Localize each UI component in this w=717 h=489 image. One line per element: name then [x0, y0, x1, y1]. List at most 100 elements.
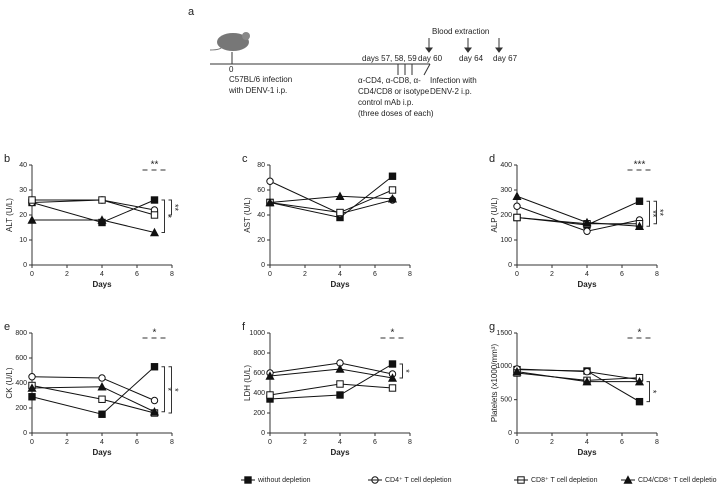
- marker: [336, 391, 344, 399]
- y-tick-label: 1500: [496, 330, 512, 337]
- y-tick-label: 800: [253, 350, 265, 357]
- y-tick-label: 20: [257, 237, 265, 244]
- x-tick-label: 4: [100, 271, 104, 278]
- series-line: [516, 217, 640, 225]
- sig-text: **: [170, 204, 180, 212]
- sig-text: *: [638, 328, 642, 339]
- y-tick-label: 0: [508, 430, 512, 437]
- x-tick-label: 8: [170, 439, 174, 446]
- panel-label: a: [188, 6, 195, 18]
- panel-label: b: [4, 153, 10, 165]
- marker: [582, 217, 592, 227]
- x-tick-label: 2: [550, 439, 554, 446]
- marker: [335, 191, 345, 200]
- legend-label: CD4⁺ T cell depletion: [385, 477, 452, 484]
- x-tick-label: 0: [515, 271, 519, 278]
- y-tick-label: 0: [23, 262, 27, 269]
- marker: [583, 367, 591, 376]
- marker: [336, 208, 344, 217]
- x-tick-label: 6: [373, 271, 377, 278]
- panel-label: d: [489, 153, 495, 165]
- y-tick-label: 500: [500, 397, 512, 404]
- marker: [150, 196, 159, 204]
- x-tick-label: 0: [268, 271, 272, 278]
- mouse-icon: [209, 32, 250, 51]
- sig-bracket: [161, 366, 165, 413]
- marker: [388, 172, 397, 180]
- marker: [266, 177, 274, 185]
- sig-text: *: [170, 388, 180, 392]
- y-tick-label: 60: [257, 187, 265, 194]
- timeline-text: (three doses of each): [358, 109, 434, 118]
- marker: [635, 397, 644, 406]
- marker: [98, 374, 106, 382]
- marker: [635, 197, 644, 205]
- marker: [582, 376, 592, 386]
- marker: [336, 380, 344, 388]
- marker: [98, 395, 106, 403]
- y-tick-label: 0: [261, 430, 265, 437]
- y-tick-label: 30: [19, 187, 27, 194]
- y-axis-label: LDH (U/L): [243, 365, 252, 401]
- y-tick-label: 200: [500, 212, 512, 219]
- x-tick-label: 4: [585, 271, 589, 278]
- x-tick-label: 4: [100, 439, 104, 446]
- sig-text: *: [391, 328, 395, 339]
- y-tick-label: 10: [19, 237, 27, 244]
- series-line: [32, 219, 155, 233]
- marker: [150, 396, 159, 405]
- timeline-text: 0: [229, 65, 234, 74]
- sig-text: **: [648, 210, 658, 218]
- series-line: [269, 383, 393, 396]
- y-tick-label: 300: [500, 187, 512, 194]
- y-tick-label: 100: [500, 237, 512, 244]
- arrows: [397, 38, 503, 76]
- marker: [583, 227, 591, 235]
- x-axis-label: Days: [330, 280, 350, 289]
- marker: [388, 186, 397, 194]
- x-tick-label: 2: [65, 439, 69, 446]
- sig-text: ***: [634, 160, 646, 171]
- y-tick-label: 600: [15, 355, 27, 362]
- x-tick-label: 2: [65, 271, 69, 278]
- legend-label: without depletion: [257, 477, 311, 484]
- marker: [513, 202, 521, 210]
- x-tick-label: 2: [303, 271, 307, 278]
- marker: [150, 363, 159, 371]
- marker: [387, 193, 398, 203]
- x-tick-label: 8: [408, 271, 412, 278]
- y-tick-label: 0: [23, 430, 27, 437]
- y-axis-label: ALP (U/L): [490, 197, 499, 232]
- marker: [513, 213, 521, 222]
- x-tick-label: 6: [135, 439, 139, 446]
- y-tick-label: 400: [500, 162, 512, 169]
- series-line: [31, 385, 155, 414]
- y-tick-label: 800: [15, 330, 27, 337]
- timeline-text: Infection with: [430, 76, 477, 85]
- marker: [27, 383, 37, 392]
- panel-label: g: [489, 321, 495, 333]
- marker: [634, 376, 645, 386]
- marker: [97, 381, 107, 391]
- sig-text: **: [151, 160, 159, 171]
- timeline-text: days 57, 58, 59: [362, 54, 417, 63]
- legend-label: CD8⁺ T cell depletion: [531, 477, 598, 484]
- x-tick-label: 0: [515, 439, 519, 446]
- x-tick-label: 6: [373, 439, 377, 446]
- timeline-text: day 60: [418, 54, 443, 63]
- x-tick-label: 4: [338, 271, 342, 278]
- y-tick-label: 80: [257, 162, 265, 169]
- x-tick-label: 6: [620, 439, 624, 446]
- x-axis-label: Days: [330, 448, 350, 457]
- y-axis-label: AST (U/L): [243, 197, 252, 233]
- y-tick-label: 200: [15, 405, 27, 412]
- series-line: [31, 199, 155, 211]
- sig-bracket: [161, 199, 165, 233]
- marker: [265, 197, 275, 207]
- marker: [28, 373, 36, 381]
- marker: [150, 211, 159, 219]
- sig-bracket: [399, 363, 403, 379]
- marker: [634, 221, 645, 230]
- x-tick-label: 8: [655, 439, 659, 446]
